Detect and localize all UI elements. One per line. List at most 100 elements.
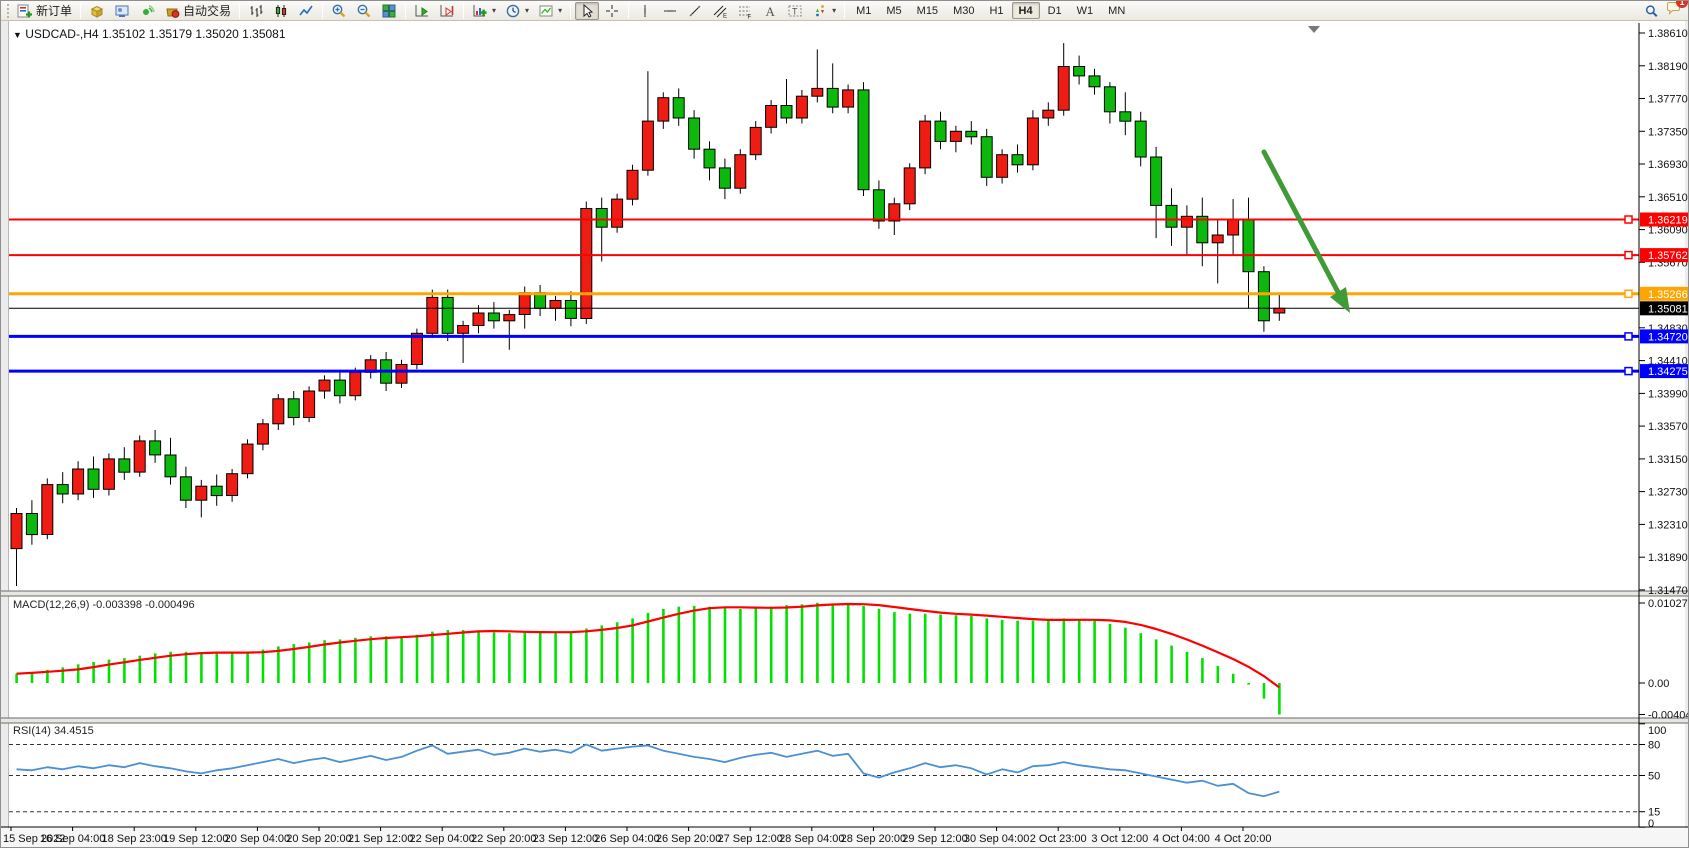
trendline-button[interactable]	[683, 2, 707, 20]
line-chart-button[interactable]	[294, 2, 318, 20]
panel-separator[interactable]	[1, 591, 1689, 596]
candle-bull	[734, 154, 747, 189]
templates-button[interactable]: ▾	[534, 2, 566, 20]
time-axis-area[interactable]	[1, 828, 1689, 848]
chart-shift-marker[interactable]	[1308, 26, 1320, 33]
tile-windows-button[interactable]	[377, 2, 401, 20]
candlestick-button[interactable]	[269, 2, 293, 20]
panel-separator[interactable]	[1, 718, 1689, 723]
macd-histogram-bar	[1108, 623, 1112, 683]
macd-histogram-bar	[1247, 683, 1250, 685]
date-label: 3 Oct 12:00	[1091, 833, 1148, 845]
rsi-tick-label: 80	[1648, 740, 1660, 752]
timeframe-w1-button[interactable]: W1	[1076, 4, 1094, 17]
market-watch-button[interactable]	[110, 2, 134, 20]
candle-bear	[149, 440, 162, 456]
date-label: 22 Sep 20:00	[471, 833, 536, 845]
channel-button[interactable]: E	[708, 2, 732, 20]
candle-bull	[472, 312, 485, 326]
macd-histogram-bar	[1201, 658, 1204, 683]
candle-bull	[303, 390, 316, 418]
level-line-handle[interactable]	[1624, 289, 1633, 299]
macd-histogram-bar	[61, 667, 65, 683]
date-label: 27 Sep 12:00	[717, 833, 782, 845]
macd-histogram-bar	[615, 622, 619, 683]
date-label: 19 Sep 12:00	[163, 833, 228, 845]
timeframe-h4-button[interactable]: H4	[1011, 2, 1040, 19]
chart-dropdown-icon[interactable]: ▼	[13, 30, 22, 40]
candle-bull	[641, 120, 654, 171]
macd-histogram-bar	[446, 630, 450, 683]
macd-histogram-bar	[1216, 665, 1220, 683]
macd-histogram-bar	[323, 640, 326, 683]
crosshair-button[interactable]	[600, 2, 624, 20]
text-button[interactable]: A	[758, 2, 782, 20]
macd-histogram-bar	[923, 613, 927, 683]
arrows-button-dropdown-icon[interactable]: ▾	[832, 6, 837, 15]
window-left-edge	[1, 21, 8, 847]
candle-bear	[487, 312, 500, 322]
toolbar-separator	[80, 2, 82, 19]
date-label: 29 Sep 12:00	[902, 833, 967, 845]
templates-button-dropdown-icon[interactable]: ▾	[558, 6, 563, 15]
price-tick-label: 1.32730	[1648, 487, 1688, 499]
new-chart-button[interactable]: ▾	[468, 2, 500, 20]
trend-arrow-head[interactable]	[1330, 287, 1350, 313]
notifications-button[interactable]: 1	[1665, 1, 1688, 21]
zoom-out-button[interactable]	[352, 2, 376, 20]
macd-histogram-bar	[277, 646, 280, 683]
signals-button[interactable]	[135, 2, 159, 20]
bar-chart-button[interactable]	[244, 2, 268, 20]
timeframe-d1-button[interactable]: D1	[1047, 4, 1062, 17]
price-level-badge-label: 1.35762	[1648, 250, 1688, 262]
history-center-button[interactable]	[85, 2, 109, 20]
price-level-badge	[1640, 212, 1688, 227]
timeframe-m5-button[interactable]: M5	[886, 4, 902, 17]
candle-bull	[611, 198, 624, 228]
candlestick-icon	[275, 4, 287, 17]
candle-bull	[811, 87, 824, 97]
periods-button-dropdown-icon[interactable]: ▾	[525, 6, 530, 15]
hline-button[interactable]	[658, 2, 682, 20]
zoom-in-button[interactable]	[327, 2, 351, 20]
rsi-tick-label: 100	[1648, 725, 1666, 737]
arrows-icon	[816, 4, 825, 16]
text-label-button[interactable]: T	[783, 2, 807, 20]
new-order-button[interactable]: 新订单	[13, 2, 76, 20]
timeframe-m1-button[interactable]: M1	[856, 4, 872, 17]
auto-scroll-button[interactable]	[410, 2, 434, 20]
periods-button[interactable]: ▾	[501, 2, 533, 20]
level-line-handle[interactable]	[1624, 366, 1633, 376]
autotrading-button[interactable]: 自动交易	[160, 2, 235, 20]
price-tick-label: 1.37350	[1648, 126, 1688, 138]
timeframe-m30-button[interactable]: M30	[953, 4, 975, 17]
fibonacci-button[interactable]: F	[733, 2, 757, 20]
level-line-handle[interactable]	[1624, 332, 1633, 341]
candle-bull	[749, 126, 762, 156]
candle-bear	[1165, 204, 1178, 228]
macd-histogram-bar	[1031, 620, 1035, 683]
macd-histogram-bar	[554, 631, 557, 683]
candle-bull	[1180, 215, 1193, 228]
macd-histogram-bar	[1093, 620, 1096, 683]
chart-low-value: 1.35020	[195, 27, 239, 41]
candle-bear	[441, 296, 454, 334]
price-level-badge-label: 1.34720	[1648, 331, 1688, 343]
crosshair-icon	[606, 4, 619, 17]
timeframe-h1-button[interactable]: H1	[989, 4, 1004, 17]
level-line-handle[interactable]	[1624, 250, 1633, 260]
cursor-button[interactable]	[575, 1, 600, 20]
candle-bull	[949, 130, 962, 142]
level-line-handle[interactable]	[1624, 215, 1633, 224]
timeframe-mn-button[interactable]: MN	[1108, 4, 1126, 17]
new-chart-button-dropdown-icon[interactable]: ▾	[492, 6, 497, 15]
candle-bear	[718, 167, 731, 189]
date-label: 28 Sep 20:00	[841, 833, 906, 845]
chart-shift-button[interactable]	[435, 2, 459, 20]
trend-arrow-line[interactable]	[1261, 149, 1342, 297]
arrows-button[interactable]: ▾	[808, 2, 840, 20]
timeframe-m15-button[interactable]: M15	[916, 4, 939, 17]
search-icon[interactable]	[1644, 3, 1659, 19]
vline-button[interactable]	[633, 2, 657, 20]
